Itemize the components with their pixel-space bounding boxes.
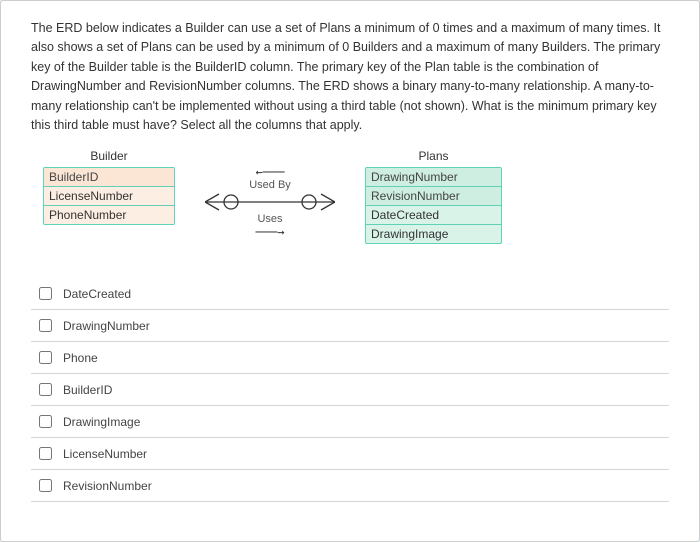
option-label: DrawingNumber (63, 319, 150, 333)
arrow-right-icon: ───→ (256, 225, 285, 239)
option-checkbox[interactable] (39, 415, 52, 428)
plans-pk2: RevisionNumber (366, 187, 501, 206)
option-row[interactable]: LicenseNumber (31, 438, 669, 470)
question-text: The ERD below indicates a Builder can us… (31, 19, 669, 135)
builder-entity: Builder BuilderID LicenseNumber PhoneNum… (43, 149, 175, 225)
builder-col: PhoneNumber (44, 206, 174, 224)
option-checkbox[interactable] (39, 319, 52, 332)
builder-pk: BuilderID (44, 168, 174, 187)
option-row[interactable]: DrawingNumber (31, 310, 669, 342)
option-label: DrawingImage (63, 415, 140, 429)
plans-col: DateCreated (366, 206, 501, 225)
option-row[interactable]: DrawingImage (31, 406, 669, 438)
plans-title: Plans (365, 149, 502, 163)
option-label: LicenseNumber (63, 447, 147, 461)
builder-title: Builder (43, 149, 175, 163)
option-row[interactable]: BuilderID (31, 374, 669, 406)
used-by-label: Used By (249, 179, 291, 191)
option-label: Phone (63, 351, 98, 365)
plans-entity: Plans DrawingNumber RevisionNumber DateC… (365, 149, 502, 244)
relationship: ←─── Used By Uses ───→ (205, 165, 335, 239)
answer-options: DateCreated DrawingNumber Phone BuilderI… (31, 278, 669, 502)
option-label: BuilderID (63, 383, 112, 397)
plans-pk1: DrawingNumber (366, 168, 501, 187)
arrow-left-icon: ←─── (256, 165, 285, 179)
plans-col: DrawingImage (366, 225, 501, 243)
option-checkbox[interactable] (39, 383, 52, 396)
crowsfoot-icon (205, 191, 335, 213)
option-checkbox[interactable] (39, 447, 52, 460)
option-label: RevisionNumber (63, 479, 152, 493)
option-checkbox[interactable] (39, 287, 52, 300)
builder-col: LicenseNumber (44, 187, 174, 206)
option-row[interactable]: RevisionNumber (31, 470, 669, 502)
option-checkbox[interactable] (39, 479, 52, 492)
option-row[interactable]: Phone (31, 342, 669, 374)
option-label: DateCreated (63, 287, 131, 301)
erd-diagram: Builder BuilderID LicenseNumber PhoneNum… (31, 149, 669, 244)
option-checkbox[interactable] (39, 351, 52, 364)
uses-label: Uses (257, 213, 282, 225)
option-row[interactable]: DateCreated (31, 278, 669, 310)
